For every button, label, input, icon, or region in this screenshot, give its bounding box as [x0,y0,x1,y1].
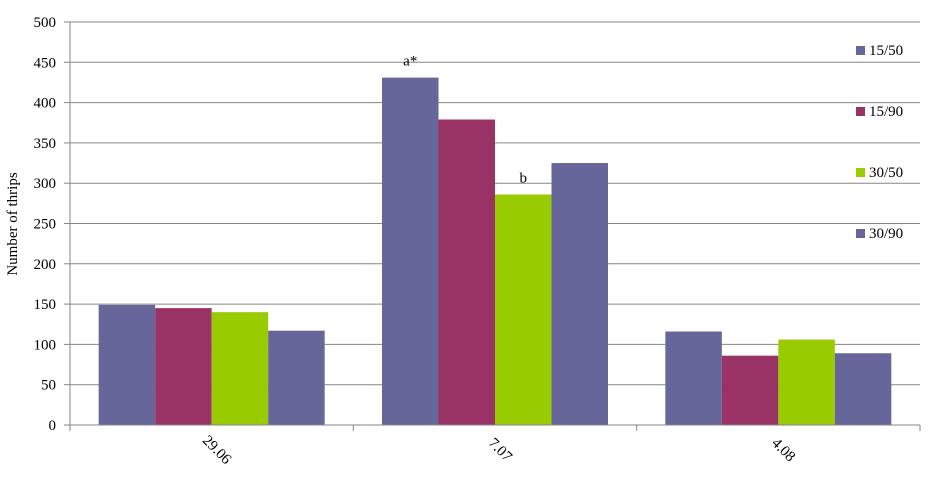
y-tick-label: 400 [34,96,57,112]
y-tick-label: 50 [41,378,56,394]
y-tick-label: 150 [34,297,57,313]
axes [64,21,921,431]
y-tick-label: 0 [49,418,57,434]
legend-label: 30/90 [869,226,903,242]
bar-15-90-4.08 [721,355,779,425]
legend-label: 30/50 [869,165,903,181]
bar-30-50-7.07 [495,194,552,425]
bar-15-50-4.08 [665,331,722,425]
legend-label: 15/50 [869,43,903,59]
annotation-label: a* [403,54,417,70]
bar-30-90-7.07 [551,163,608,426]
x-tick-labels: 29.06 7.07 4.08 [199,433,798,469]
y-tick-label: 100 [34,337,57,353]
y-tick-label: 300 [34,176,57,192]
legend-swatch [856,107,865,116]
y-tick-label: 200 [34,257,57,273]
y-tick-label: 350 [34,136,57,152]
y-tick-label: 250 [34,217,57,233]
bar-15-50-29.06 [98,304,156,425]
y-tick-label: 450 [34,55,57,71]
bar-30-90-29.06 [268,330,325,425]
bars [98,77,892,426]
bar-15-50-7.07 [382,77,439,425]
y-axis-title: Number of thrips [5,172,21,275]
bar-30-50-4.08 [778,339,835,425]
y-tick-labels: 0 50 100 150 200 250 300 350 400 450 500 [34,15,57,434]
annotation-label: b [520,170,528,186]
bar-15-90-29.06 [155,308,212,425]
bar-30-50-29.06 [211,312,269,425]
bar-15-90-7.07 [438,119,495,425]
x-tick-label: 4.08 [768,435,798,465]
x-tick-label: 29.06 [199,433,235,469]
annotations: a* b [403,54,527,187]
x-tick-label: 7.07 [485,435,515,465]
legend-label: 15/90 [869,104,903,120]
legend-swatch [856,168,865,177]
legend: 15/50 15/90 30/50 30/90 [856,43,903,242]
bar-30-90-4.08 [834,353,892,425]
y-tick-label: 500 [34,15,57,31]
legend-swatch [856,46,865,55]
legend-swatch [856,229,865,238]
